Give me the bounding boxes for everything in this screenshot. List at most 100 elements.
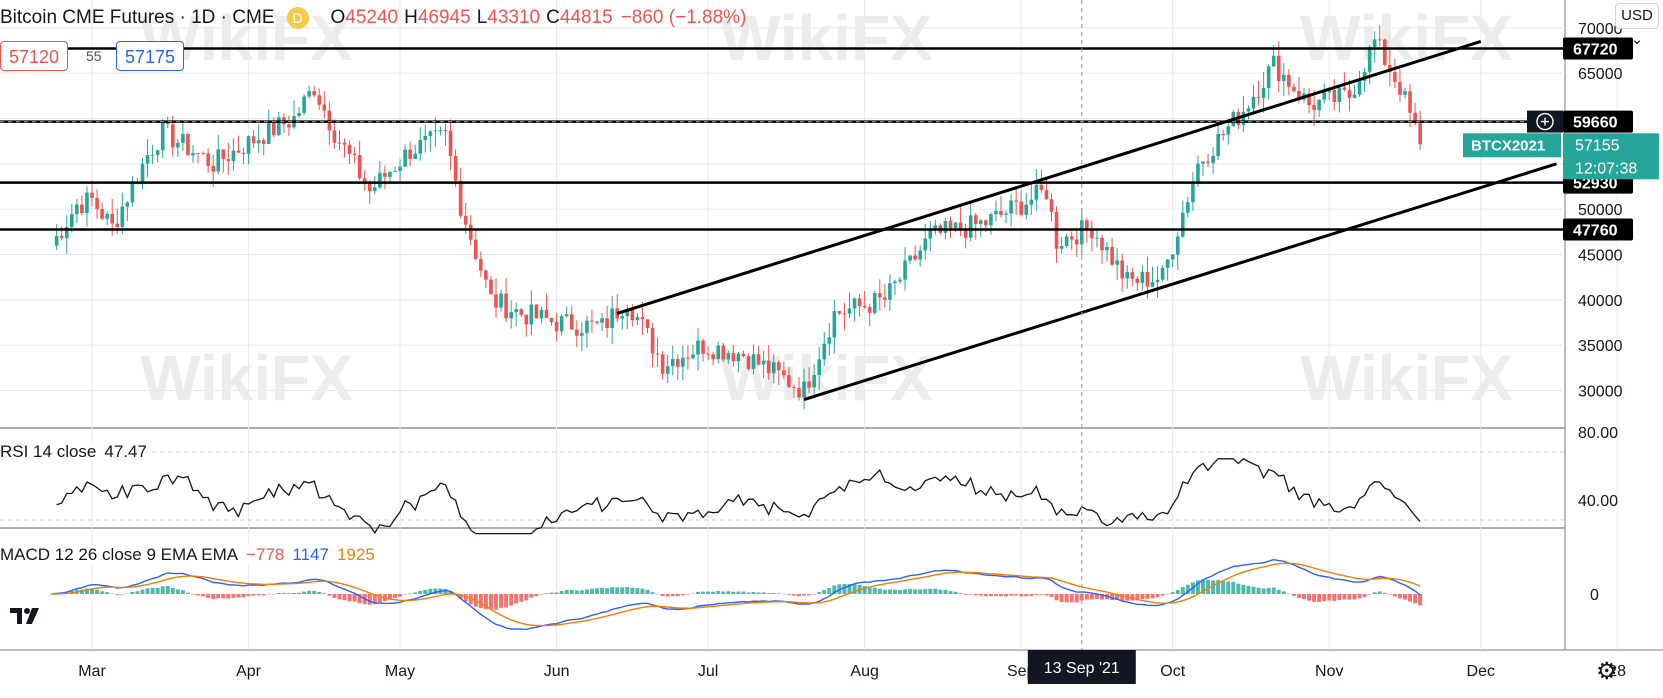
candle-body bbox=[847, 308, 852, 314]
candle-body bbox=[251, 136, 256, 144]
macd-bar bbox=[923, 589, 928, 594]
level-52930-label: 52930 bbox=[1573, 176, 1618, 193]
candle-body bbox=[302, 96, 306, 113]
close-value: 44815 bbox=[559, 7, 613, 28]
candle-body bbox=[378, 172, 382, 188]
x-tick-label: Jun bbox=[544, 663, 570, 680]
macd-bar bbox=[574, 590, 579, 594]
candle-body bbox=[130, 181, 135, 203]
delayed-badge[interactable]: D bbox=[286, 7, 309, 29]
candle-body bbox=[216, 149, 221, 172]
macd-bar bbox=[403, 594, 408, 595]
candle-body bbox=[1246, 108, 1251, 112]
candle-body bbox=[1393, 72, 1397, 82]
crosshair-date-label: 13 Sep '21 bbox=[1044, 660, 1120, 677]
macd-bar bbox=[150, 587, 155, 594]
macd-bar bbox=[579, 590, 584, 594]
candle-body bbox=[827, 337, 832, 344]
candle-body bbox=[1292, 86, 1296, 92]
chart-header: Bitcoin CME Futures · 1D · CME D O 45240 … bbox=[0, 4, 746, 32]
macd-bar bbox=[1403, 594, 1407, 600]
macd-bar bbox=[635, 588, 640, 594]
macd-bar bbox=[1004, 594, 1009, 597]
candle-body bbox=[852, 298, 857, 309]
macd-bar bbox=[751, 592, 756, 594]
candle-body bbox=[1221, 133, 1225, 135]
macd-bar bbox=[776, 593, 781, 594]
macd-bar bbox=[1312, 594, 1317, 602]
macd-bar bbox=[791, 594, 796, 596]
macd-bar bbox=[650, 592, 655, 594]
macd-bar bbox=[928, 588, 933, 594]
level-47760-label-bg bbox=[1563, 218, 1633, 241]
candle-body bbox=[85, 192, 89, 214]
macd-bar bbox=[1362, 594, 1367, 597]
candle-body bbox=[1120, 260, 1124, 279]
signal-value: 1147 bbox=[292, 545, 329, 564]
macd-bar bbox=[786, 594, 791, 595]
x-tick-label: Jul bbox=[698, 663, 718, 680]
macd-bar bbox=[322, 593, 327, 594]
macd-bar bbox=[1115, 594, 1120, 601]
macd-bar bbox=[433, 588, 438, 594]
currency-selector[interactable]: USD ⌄ bbox=[1615, 3, 1659, 48]
macd-bar bbox=[160, 586, 165, 594]
rsi-legend[interactable]: RSI 14 close 47.47 bbox=[0, 442, 147, 462]
candle-body bbox=[837, 311, 842, 314]
candle-body bbox=[186, 134, 190, 156]
macd-bar bbox=[1145, 594, 1150, 599]
candle-body bbox=[1105, 246, 1109, 251]
candle-body bbox=[766, 360, 771, 374]
macd-bar bbox=[1291, 594, 1296, 596]
macd-bar bbox=[276, 592, 281, 594]
sell-price-button[interactable]: 57120 bbox=[0, 41, 69, 71]
symbol-title[interactable]: Bitcoin CME Futures · 1D · CME bbox=[0, 7, 275, 28]
candle-body bbox=[140, 163, 145, 184]
macd-bar bbox=[377, 594, 382, 603]
macd-bar bbox=[675, 594, 680, 597]
macd-bar bbox=[1317, 594, 1322, 602]
macd-bar bbox=[216, 594, 221, 599]
candle-body bbox=[1145, 271, 1150, 287]
candle-body bbox=[1216, 133, 1220, 157]
macd-bar bbox=[832, 585, 837, 594]
macd-bar bbox=[367, 594, 372, 605]
macd-bar bbox=[852, 583, 857, 594]
macd-bar bbox=[620, 587, 625, 594]
candle-body bbox=[640, 317, 645, 320]
candle-body bbox=[615, 308, 619, 319]
x-tick-label: May bbox=[385, 663, 415, 680]
macd-bar bbox=[827, 588, 832, 594]
macd-bar bbox=[569, 590, 574, 594]
x-tick-label: Oct bbox=[1160, 663, 1185, 680]
macd-bar bbox=[443, 588, 448, 594]
candle-body bbox=[963, 230, 968, 238]
macd-bar bbox=[125, 593, 130, 595]
candle-body bbox=[1332, 89, 1337, 102]
buy-price-button[interactable]: 57175 bbox=[116, 41, 185, 71]
macd-bar bbox=[726, 591, 731, 594]
macd-bar bbox=[1327, 594, 1332, 601]
macd-bar bbox=[741, 591, 746, 594]
gear-icon[interactable]: ⚙ bbox=[1596, 658, 1618, 685]
macd-bar bbox=[302, 591, 307, 594]
macd-bar bbox=[554, 592, 559, 594]
candle-body bbox=[1367, 47, 1372, 72]
tradingview-logo-icon[interactable] bbox=[8, 604, 42, 630]
candle-body bbox=[706, 353, 710, 355]
macd-bar bbox=[1266, 588, 1271, 594]
candle-body bbox=[115, 223, 120, 227]
macd-bar bbox=[549, 592, 554, 594]
macd-legend[interactable]: MACD 12 26 close 9 EMA EMA −778 1147 1925 bbox=[0, 545, 375, 565]
candle-body bbox=[1009, 200, 1013, 214]
candle-body bbox=[777, 362, 781, 371]
macd-bar bbox=[201, 594, 206, 597]
macd-bar bbox=[1367, 594, 1372, 595]
candle-body bbox=[1039, 184, 1044, 190]
candle-body bbox=[1271, 55, 1276, 67]
macd-bar bbox=[297, 592, 302, 594]
macd-bar bbox=[332, 594, 337, 598]
candle-body bbox=[438, 130, 443, 132]
candle-body bbox=[206, 153, 210, 166]
